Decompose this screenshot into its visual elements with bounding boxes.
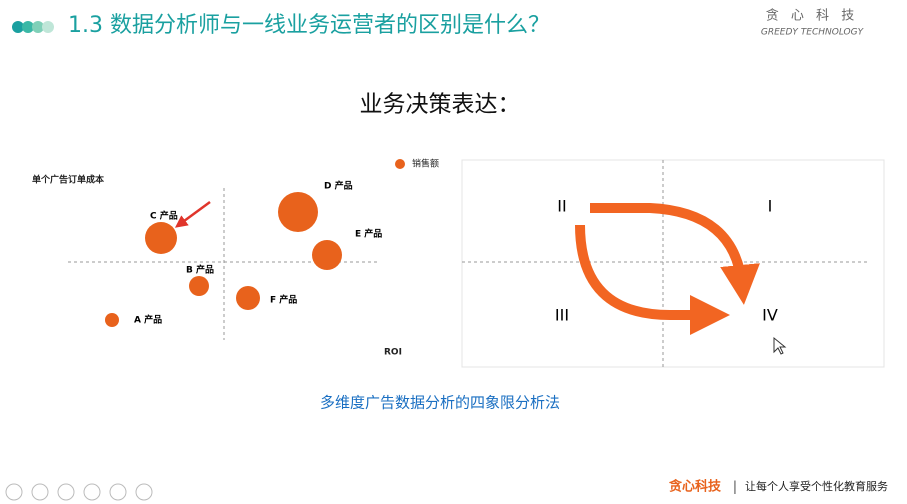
caption: 多维度广告数据分析的四象限分析法: [320, 394, 560, 412]
player-controls: [5, 483, 153, 501]
footer-separator: |: [733, 480, 737, 495]
x-label: ROI: [384, 348, 402, 358]
right-chart: II I III IV: [461, 159, 885, 368]
panel: [461, 159, 885, 368]
legend-marker: [395, 159, 405, 169]
left-chart: 单个广告订单成本 ROI 销售额 C 产品 D 产品 E 产品 B 产品 F 产…: [32, 158, 439, 358]
bubble: [236, 286, 260, 310]
control[interactable]: [135, 483, 153, 501]
quadrant-label: II: [557, 197, 566, 216]
bubble: [312, 240, 342, 270]
brand-sub: GREEDY TECHNOLOGY: [761, 28, 865, 38]
bubble: [145, 222, 177, 254]
bubble: [189, 276, 209, 296]
quadrant-label: III: [555, 306, 569, 325]
bubble-label: C 产品: [150, 210, 178, 222]
brand: 贪 心 科 技: [766, 9, 858, 24]
footer-brand: 贪心科技: [668, 479, 722, 495]
flow-arrow: [590, 203, 760, 305]
pointer-arrow: [174, 200, 211, 228]
legend: 销售额: [412, 158, 439, 170]
heading: 业务决策表达：: [360, 92, 521, 118]
y-label: 单个广告订单成本: [32, 174, 105, 186]
bubble-label: F 产品: [270, 294, 297, 306]
quadrant-label: IV: [762, 306, 778, 325]
footer-tagline: 让每个人享受个性化教育服务: [745, 479, 888, 493]
control[interactable]: [5, 483, 23, 501]
bubble: [278, 192, 318, 232]
bubble-label: D 产品: [324, 180, 353, 192]
control[interactable]: [31, 483, 49, 501]
bubble: [105, 313, 119, 327]
control[interactable]: [83, 483, 101, 501]
bubble-label: B 产品: [186, 264, 214, 276]
bubble-label: A 产品: [134, 314, 162, 326]
control[interactable]: [109, 483, 127, 501]
quadrant-label: I: [768, 197, 773, 216]
cursor: [773, 336, 787, 355]
logo-dots: [12, 21, 54, 33]
title: 1.3 数据分析师与一线业务运营者的区别是什么？: [68, 13, 550, 38]
bubble-label: E 产品: [355, 228, 382, 240]
flow-arrow: [575, 224, 730, 335]
control[interactable]: [57, 483, 75, 501]
